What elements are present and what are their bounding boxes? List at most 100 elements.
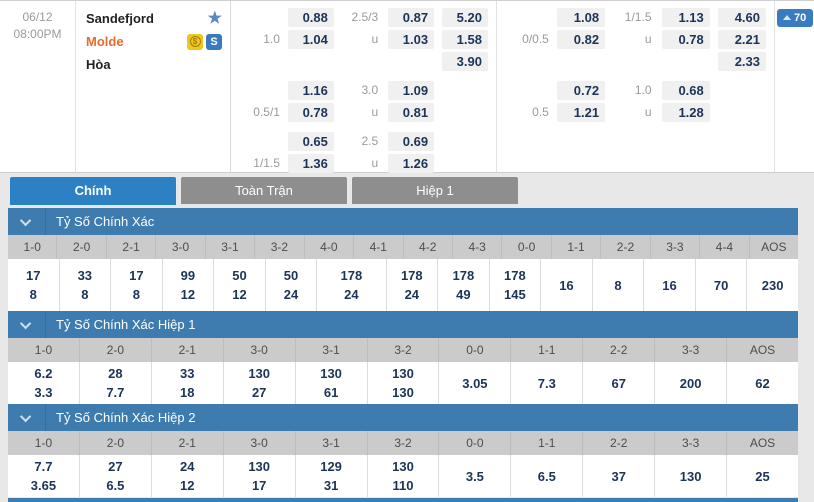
odds-value-cell[interactable]: 1.26 (388, 153, 435, 173)
score-odds-cell[interactable]: 16 (644, 259, 696, 311)
score-odds-value: 33 (77, 268, 93, 283)
odds-value-cell[interactable]: 2.21 (717, 29, 766, 49)
score-odds-cell[interactable]: 130 (655, 455, 728, 497)
away-team-name: Molde (86, 34, 124, 49)
odds-value-cell[interactable]: 0.68 (661, 80, 710, 100)
odds-value-cell[interactable]: 0.72 (556, 80, 606, 100)
score-odds-value: 62 (755, 375, 770, 391)
chevron-down-icon[interactable] (8, 311, 46, 338)
score-odds-cell[interactable]: 24 12 (152, 455, 224, 497)
score-odds-cell[interactable]: 7.3 (511, 362, 584, 404)
score-column-header: 1-0 (8, 235, 58, 259)
score-column-header: 3-1 (296, 338, 368, 362)
odds-value-cell[interactable]: 1.08 (556, 7, 606, 27)
score-odds-value: 17 (129, 268, 144, 283)
odds-value-cell[interactable]: 1.58 (442, 29, 488, 49)
odds-line-label: 1.0 (634, 83, 652, 97)
score-odds-cell[interactable]: 33 18 (152, 362, 224, 404)
score-odds-value: 3.05 (462, 375, 488, 391)
score-odds-cell[interactable]: 27 6.5 (80, 455, 152, 497)
score-odds-value: 27 (251, 385, 267, 400)
odds-value-cell[interactable]: 0.69 (388, 131, 435, 151)
score-odds-value: 17 (26, 268, 41, 283)
odds-value-cell[interactable]: 1.16 (287, 80, 334, 100)
score-odds-value: 3.3 (34, 385, 53, 400)
score-odds-cell[interactable]: 17 8 (111, 259, 163, 311)
odds-value-cell[interactable]: 1.13 (661, 7, 710, 27)
odds-row: 0.72 1.0 0.68 (497, 79, 774, 101)
score-odds-cell[interactable]: 178 24 (387, 259, 439, 311)
odds-value-cell[interactable]: 0.81 (388, 102, 435, 122)
section-header[interactable]: Tỷ Số Chính Xác Hiệp 2 (8, 404, 798, 431)
chevron-down-icon[interactable] (8, 208, 46, 235)
odds-value-cell[interactable]: 1.04 (287, 29, 334, 49)
tab-hiep-1[interactable]: Hiệp 1 (352, 177, 518, 204)
odds-value-cell[interactable]: 0.88 (287, 7, 334, 27)
odds-value-cell[interactable]: 1.36 (287, 153, 334, 173)
score-odds-cell[interactable]: 50 12 (214, 259, 266, 311)
score-odds-cell[interactable]: 200 (655, 362, 728, 404)
odds-value-cell[interactable]: 1.03 (388, 29, 435, 49)
score-odds-cell[interactable]: 3.5 (439, 455, 512, 497)
score-odds-value: 12 (180, 287, 196, 302)
score-odds-cell[interactable]: 129 31 (296, 455, 368, 497)
score-column-header: 1-1 (511, 338, 584, 362)
score-odds-cell[interactable]: 130 27 (224, 362, 296, 404)
section-header[interactable]: Tỷ Số Chính Xác (8, 208, 798, 235)
score-odds-cell[interactable]: 16 (541, 259, 593, 311)
odds-value-cell[interactable]: 1.21 (556, 102, 606, 122)
score-odds-cell[interactable]: 67 (583, 362, 656, 404)
score-odds-cell[interactable]: 3.05 (439, 362, 512, 404)
star-icon[interactable]: ★ (207, 9, 222, 27)
tab-toan-tran[interactable]: Toàn Trận (181, 177, 347, 204)
odds-value-cell[interactable]: 0.78 (287, 102, 334, 122)
score-odds-cell[interactable]: 37 (583, 455, 656, 497)
score-odds-cell[interactable]: 6.5 (511, 455, 584, 497)
score-odds-value: 178 (452, 268, 475, 283)
score-odds-cell[interactable]: 28 7.7 (80, 362, 152, 404)
odds-value-cell[interactable]: 4.60 (717, 7, 766, 27)
score-odds-cell[interactable]: 7.7 3.65 (8, 455, 80, 497)
live-count-badge[interactable]: 70 (777, 8, 814, 27)
score-odds-cell[interactable]: 62 (727, 362, 798, 404)
score-odds-cell[interactable]: 130 61 (296, 362, 368, 404)
odds-line-label: 2.5/3 (351, 10, 379, 24)
score-odds-value: 130 (392, 459, 414, 474)
odds-value-cell[interactable]: 0.78 (661, 29, 710, 49)
match-datetime: 06/12 08:00PM (0, 1, 76, 172)
section-title: Tỷ Số Chính Xác (56, 214, 155, 229)
odds-value-cell[interactable]: 1.28 (661, 102, 710, 122)
odds-value-cell[interactable]: 1.09 (388, 80, 435, 100)
score-odds-value: 8 (29, 287, 37, 302)
score-odds-cell[interactable]: 17 8 (8, 259, 60, 311)
score-odds-value: 8 (81, 287, 89, 302)
score-odds-cell[interactable]: 6.2 3.3 (8, 362, 80, 404)
odds-value-cell[interactable]: 0.87 (388, 7, 435, 27)
score-odds-cell[interactable]: 130 17 (224, 455, 296, 497)
score-odds-cell[interactable]: 130 130 (368, 362, 440, 404)
odds-value-cell[interactable]: 0.82 (556, 29, 606, 49)
odds-value-cell[interactable]: 0.65 (287, 131, 334, 151)
odds-row: 0.5/1 0.78 u 0.81 (231, 101, 496, 123)
odds-line-label: 1.0 (263, 32, 280, 46)
odds-value-cell[interactable]: 2.33 (717, 51, 766, 71)
live-count-value: 70 (794, 11, 807, 24)
s-badge-icon[interactable]: S (206, 33, 222, 50)
tab-chinh[interactable]: Chính (10, 177, 176, 205)
score-odds-cell[interactable]: 50 24 (266, 259, 318, 311)
score-odds-cell[interactable]: 70 (696, 259, 748, 311)
score-odds-cell[interactable]: 8 (593, 259, 645, 311)
odds-value-cell[interactable]: 5.20 (442, 7, 488, 27)
score-odds-cell[interactable]: 178 49 (438, 259, 490, 311)
score-odds-cell[interactable]: 25 (727, 455, 798, 497)
score-odds-cell[interactable]: 178 145 (490, 259, 542, 311)
coin-dollar-icon[interactable]: $ (187, 33, 203, 50)
score-odds-cell[interactable]: 33 8 (60, 259, 112, 311)
chevron-down-icon[interactable] (8, 404, 46, 431)
score-odds-cell[interactable]: 99 12 (163, 259, 215, 311)
odds-value-cell[interactable]: 3.90 (442, 51, 488, 71)
score-odds-cell[interactable]: 230 (747, 259, 798, 311)
section-header[interactable]: Tỷ Số Chính Xác Hiệp 1 (8, 311, 798, 338)
score-odds-cell[interactable]: 130 110 (368, 455, 440, 497)
score-odds-cell[interactable]: 178 24 (317, 259, 387, 311)
